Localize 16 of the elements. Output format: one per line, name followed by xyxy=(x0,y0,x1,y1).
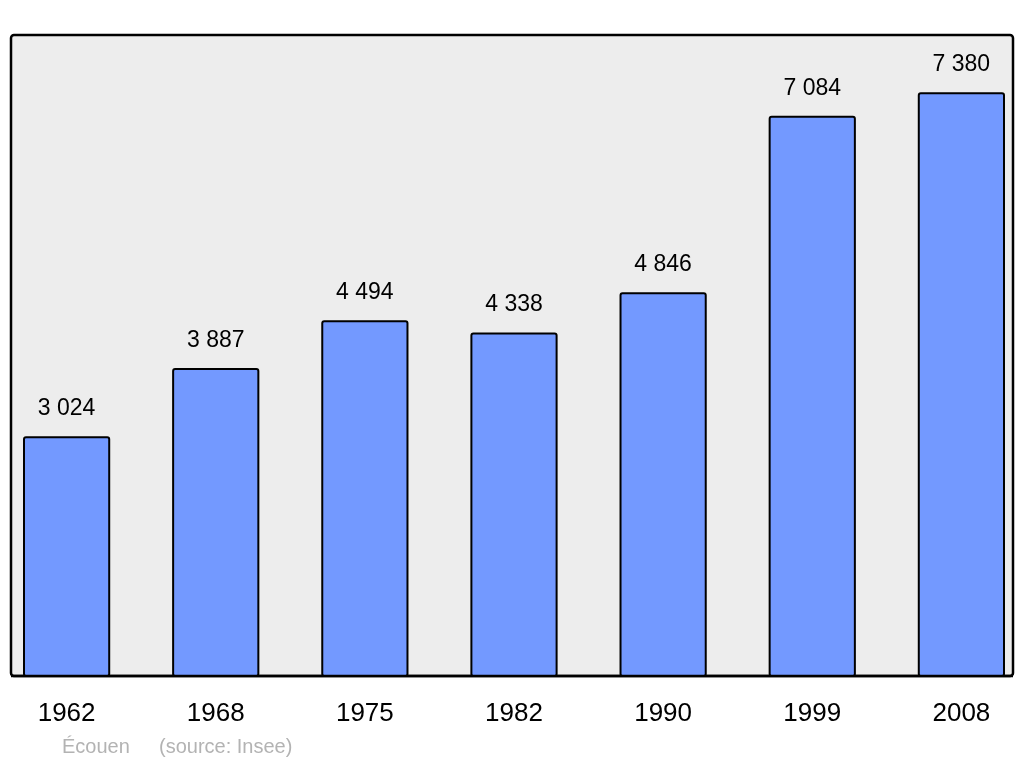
x-tick-label: 1975 xyxy=(335,697,394,727)
x-tick-label: 1990 xyxy=(634,697,693,727)
x-tick-label: 1968 xyxy=(186,697,245,727)
x-tick-label: 1982 xyxy=(485,697,543,727)
data-label: 4 338 xyxy=(485,290,543,317)
data-label: 4 494 xyxy=(336,278,394,305)
data-label: 3 887 xyxy=(186,326,245,353)
data-label: 7 380 xyxy=(932,50,991,77)
x-tick-label: 2008 xyxy=(932,697,991,727)
data-label: 3 024 xyxy=(37,394,96,421)
x-tick-label: 1999 xyxy=(783,697,842,727)
text: (source: Insee) xyxy=(159,735,293,757)
x-tick-label: 1962 xyxy=(37,697,96,727)
text: Écouen xyxy=(62,735,130,757)
data-label: 7 084 xyxy=(783,73,842,100)
data-label: 4 846 xyxy=(634,250,692,277)
